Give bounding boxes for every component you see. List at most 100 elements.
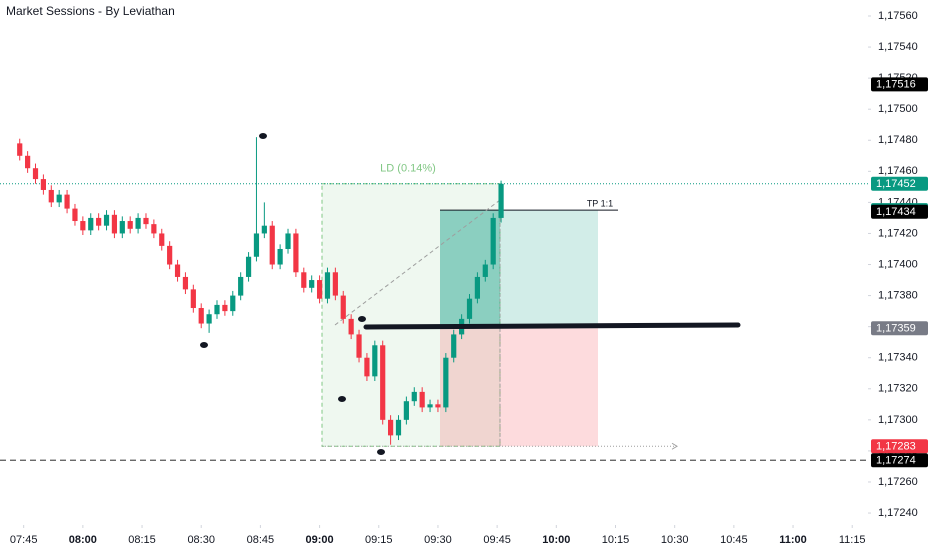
- candle: [198, 303, 204, 329]
- price-tag: [871, 439, 928, 454]
- y-tick-label: 1,17420: [878, 227, 918, 239]
- x-tick-label: 11:15: [839, 534, 866, 546]
- price-tag-label: 1,17516: [876, 79, 916, 91]
- candle: [435, 399, 441, 413]
- candle: [261, 202, 267, 239]
- candle: [103, 210, 110, 231]
- y-tick-label: 1,17500: [878, 103, 918, 115]
- candle: [119, 216, 125, 239]
- profit-zone: [440, 210, 598, 329]
- x-tick-label: 10:30: [661, 534, 689, 546]
- x-tick-label: 08:15: [128, 534, 156, 546]
- price-tag-label: 1,17283: [876, 441, 916, 453]
- candle-body: [285, 233, 291, 249]
- candle: [419, 387, 425, 413]
- session-dot: [358, 316, 366, 322]
- candle: [96, 213, 102, 231]
- candle-body: [451, 334, 457, 358]
- y-tick-label: 1,17260: [878, 476, 918, 488]
- candle-body: [119, 221, 125, 234]
- candle: [214, 300, 220, 319]
- candle-body: [411, 391, 417, 402]
- candle-body: [309, 280, 315, 288]
- candle-body: [340, 295, 346, 319]
- candle-body: [151, 224, 157, 234]
- candle-body: [127, 221, 133, 229]
- candle: [427, 399, 433, 413]
- candle: [151, 219, 157, 239]
- candle-body: [316, 280, 323, 299]
- candle-body: [190, 289, 196, 309]
- candle-body: [395, 419, 402, 436]
- price-tag-label: 1,17274: [876, 455, 916, 467]
- candle: [482, 259, 488, 282]
- candle-body: [32, 168, 39, 180]
- candle-body: [490, 217, 496, 265]
- loss-zone: [440, 328, 598, 447]
- candle-body: [482, 264, 488, 277]
- x-tick-label: 10:15: [602, 534, 630, 546]
- candle: [17, 138, 23, 161]
- candle-body: [364, 357, 370, 377]
- candle: [72, 203, 78, 226]
- candle: [245, 252, 252, 282]
- price-tag-label: 1,17434: [876, 206, 916, 218]
- candle-body: [56, 194, 62, 203]
- session-dot: [200, 342, 208, 348]
- chart-title: Market Sessions - By Leviathan: [6, 4, 175, 18]
- y-tick-label: 1,17560: [878, 10, 918, 22]
- candle: [356, 329, 362, 363]
- price-tag: [871, 453, 928, 468]
- candle: [285, 228, 291, 254]
- candle: [88, 213, 94, 236]
- candle-body: [435, 404, 441, 408]
- price-tag-label: 1,17359: [876, 323, 916, 335]
- candle: [380, 340, 386, 425]
- candle: [230, 290, 236, 316]
- candle: [222, 300, 228, 316]
- candle-body: [72, 208, 78, 222]
- candle: [372, 340, 378, 382]
- candle-body: [222, 304, 228, 312]
- candle: [253, 137, 260, 262]
- candle: [167, 241, 173, 270]
- candle: [411, 387, 417, 406]
- candle-body: [230, 295, 236, 312]
- x-tick-label: 09:15: [365, 534, 393, 546]
- candle: [443, 353, 449, 413]
- x-tick-label: 10:00: [542, 534, 570, 546]
- y-tick-label: 1,17540: [878, 41, 918, 53]
- candle-body: [80, 221, 86, 231]
- x-tick-label: 09:30: [424, 534, 452, 546]
- candle: [190, 284, 196, 313]
- x-tick-label: 08:00: [69, 534, 97, 546]
- candle: [174, 259, 181, 282]
- x-tick-label: 09:45: [483, 534, 511, 546]
- candle: [395, 415, 402, 441]
- candle: [238, 272, 244, 301]
- candle: [56, 189, 62, 208]
- candle-body: [498, 183, 504, 218]
- drawn-line: [363, 322, 741, 330]
- candle: [293, 228, 299, 277]
- candle: [269, 221, 275, 270]
- price-tag: [871, 204, 928, 219]
- candle-body: [135, 217, 141, 229]
- x-tick-label: 08:30: [187, 534, 215, 546]
- candle: [127, 216, 133, 234]
- candle-body: [403, 401, 409, 420]
- candle: [490, 213, 496, 270]
- price-tag-label: 1,17452: [876, 178, 916, 190]
- candle: [301, 267, 307, 293]
- y-tick-label: 1,17380: [878, 289, 918, 301]
- candle-body: [253, 233, 260, 257]
- candle-body: [64, 194, 70, 209]
- candle-body: [17, 143, 23, 156]
- x-tick-label: 08:45: [247, 534, 275, 546]
- candle-body: [380, 345, 386, 420]
- candle: [332, 267, 338, 301]
- candle: [206, 309, 212, 333]
- candle: [364, 353, 370, 382]
- candle-body: [111, 214, 118, 234]
